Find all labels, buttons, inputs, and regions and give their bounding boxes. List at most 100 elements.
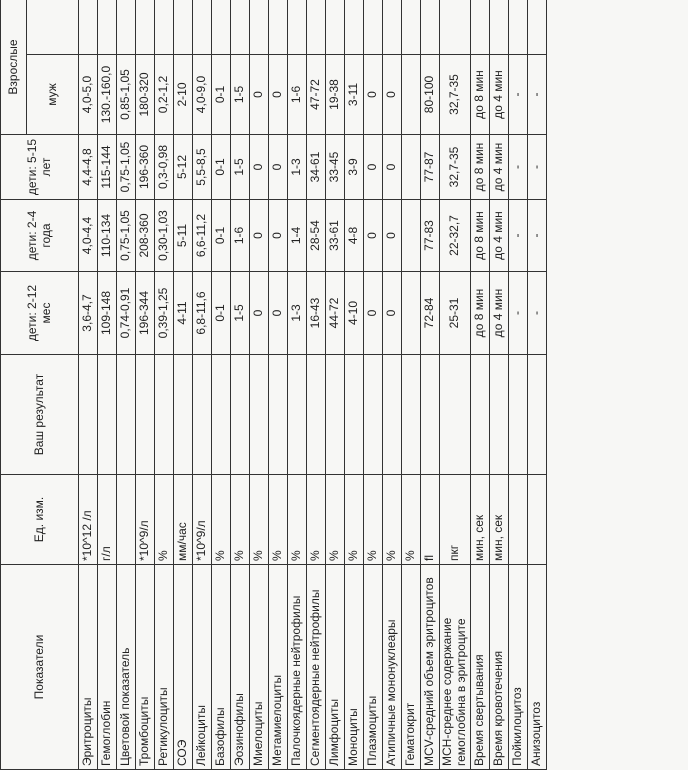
unit: % (401, 474, 421, 565)
value: до 4 мин (489, 271, 509, 355)
value: 16-43 (306, 271, 326, 355)
value: 0 (268, 199, 288, 272)
value: до 4 мин (489, 54, 509, 135)
value (508, 0, 528, 55)
unit: % (306, 474, 326, 565)
value: 33-61 (325, 199, 345, 272)
unit: % (268, 474, 288, 565)
value: 0 (268, 134, 288, 200)
table-row: Гематокрит% (401, 0, 421, 770)
value (192, 0, 212, 55)
result (192, 354, 212, 475)
value: 4-11 (173, 271, 193, 355)
name: СОЭ (173, 564, 193, 770)
unit: % (211, 474, 231, 565)
name: Гемоглобин (97, 564, 117, 770)
table-row: Лимфоциты% 44-72 33-61 33-45 19-38 (325, 0, 345, 770)
name: Атипичные мононуклеары (382, 564, 402, 770)
value (363, 0, 383, 55)
value: 0 (363, 199, 383, 272)
unit: % (363, 474, 383, 565)
value: 180-320 (135, 54, 155, 135)
value (527, 0, 547, 55)
value: 77-83 (420, 199, 440, 272)
name: Лейкоциты (192, 564, 212, 770)
value: 44-72 (325, 271, 345, 355)
table-row: Атипичные мононуклеары% 0 0 0 0 (382, 0, 402, 770)
name: Метамиелоциты (268, 564, 288, 770)
table-row: Сегментоядерные нейтрофилы% 16-43 28-54 34-… (306, 0, 326, 770)
result (173, 354, 193, 475)
table-row: Миелоциты% 0 0 0 0 (249, 0, 269, 770)
value (470, 0, 490, 55)
value: 1-5 (230, 134, 250, 200)
value: 25-31 (439, 271, 471, 355)
result (249, 354, 269, 475)
name: Гематокрит (401, 564, 421, 770)
name: Базофилы (211, 564, 231, 770)
value: - (508, 271, 528, 355)
unit: % (230, 474, 250, 565)
unit: мин, сек (470, 474, 490, 565)
value: 0 (268, 54, 288, 135)
value: 0 (382, 271, 402, 355)
value: 0 (249, 199, 269, 272)
value: 0,75-1,05 (116, 134, 136, 200)
table-row: Время кровотечения мин, сек до 4 мин до 4 м… (489, 0, 509, 770)
table-row: MCV-средний объем эритроцитов fl 72-84 77-8… (420, 0, 440, 770)
result (363, 354, 383, 475)
value: 5-11 (173, 199, 193, 272)
value: 28-54 (306, 199, 326, 272)
reference-table: Показатели Ед. изм. Ваш результат дети: … (0, 0, 547, 770)
value: 4,4-4,8 (78, 134, 98, 200)
result (211, 354, 231, 475)
value: 0,30-1,03 (154, 199, 174, 272)
value: 196-360 (135, 134, 155, 200)
header-cell: Взрослые (0, 0, 27, 135)
value: - (527, 134, 547, 200)
unit: пкг (439, 474, 471, 565)
name: Время кровотечения (489, 564, 509, 770)
value: 1-4 (287, 199, 307, 272)
value (78, 0, 98, 55)
value (401, 0, 421, 55)
header-cell: дети: 5-15 лет (0, 134, 79, 200)
table-row: Эритроциты *10^12 /л 3,6-4,7 4,0-4,4 4,4-4,8… (78, 0, 98, 770)
table-row: Базофилы% 0-1 0-1 0-1 0-1 (211, 0, 231, 770)
value (401, 134, 421, 200)
value: 130.-160,0 (97, 54, 117, 135)
value: 32,7-35 (439, 134, 471, 200)
value: 0,75-1,05 (116, 199, 136, 272)
value (230, 0, 250, 55)
value: 0-1 (211, 134, 231, 200)
result (97, 354, 117, 475)
value: 4,0-5,0 (78, 54, 98, 135)
value: 3-11 (344, 54, 364, 135)
value: 32,7-35 (439, 54, 471, 135)
value: 4-10 (344, 271, 364, 355)
value: 0,39-1,25 (154, 271, 174, 355)
unit (508, 474, 528, 565)
value: 0 (249, 54, 269, 135)
table-row: Гемоглобин г/л 109-148 110-134 115-144 130.-1… (97, 0, 117, 770)
name: Ретикулоциты (154, 564, 174, 770)
unit: % (344, 474, 364, 565)
value: 0,3-0,98 (154, 134, 174, 200)
value: 77-87 (420, 134, 440, 200)
table-row: Тромбоциты *10^9/л 196-344 208-360 196-360 18… (135, 0, 155, 770)
value: до 4 мин (489, 199, 509, 272)
name: МСН-среднее содержание гемоглобина в эри… (439, 564, 471, 770)
value: 0 (249, 271, 269, 355)
value: 0,74-0,91 (116, 271, 136, 355)
unit: % (382, 474, 402, 565)
name: Палочкоядерные нейтрофилы (287, 564, 307, 770)
value (173, 0, 193, 55)
result (489, 354, 509, 475)
value: 0 (363, 134, 383, 200)
unit: мм/час (173, 474, 193, 565)
value: 22-32,7 (439, 199, 471, 272)
value: 109-148 (97, 271, 117, 355)
table-row: Метамиелоциты% 0 0 0 0 (268, 0, 288, 770)
table-row: Лейкоциты *10^9/л 6,8-11,6 6,6-11,2 5,5-8,5 4… (192, 0, 212, 770)
